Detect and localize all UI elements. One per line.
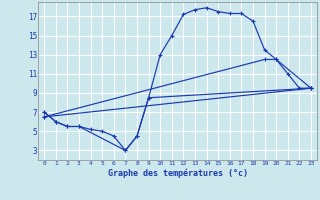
X-axis label: Graphe des températures (°c): Graphe des températures (°c) [108,168,248,178]
